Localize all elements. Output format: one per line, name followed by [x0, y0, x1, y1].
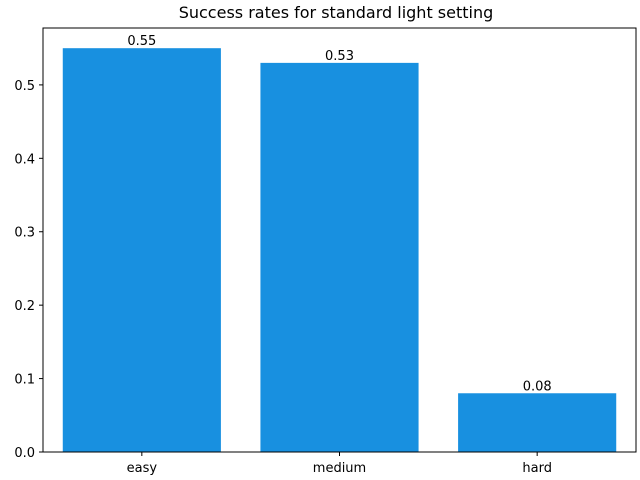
data-label-hard: 0.08: [523, 379, 552, 394]
bar-easy: [62, 48, 221, 452]
bar-hard: [458, 393, 617, 452]
y-tick-label-1: 0.1: [14, 373, 35, 388]
y-tick-label-2: 0.2: [14, 299, 35, 314]
data-label-easy: 0.55: [127, 34, 156, 49]
chart-title: Success rates for standard light setting: [179, 3, 494, 22]
y-tick-label-5: 0.5: [14, 79, 35, 94]
y-tick-label-4: 0.4: [14, 152, 35, 167]
bar-medium: [260, 62, 419, 453]
x-tick-label-hard: hard: [522, 461, 552, 476]
y-tick-label-3: 0.3: [14, 226, 35, 241]
y-tick-label-0: 0.0: [14, 446, 35, 461]
data-label-medium: 0.53: [325, 49, 354, 64]
x-tick-label-easy: easy: [127, 461, 158, 476]
x-tick-label-medium: medium: [313, 461, 366, 476]
